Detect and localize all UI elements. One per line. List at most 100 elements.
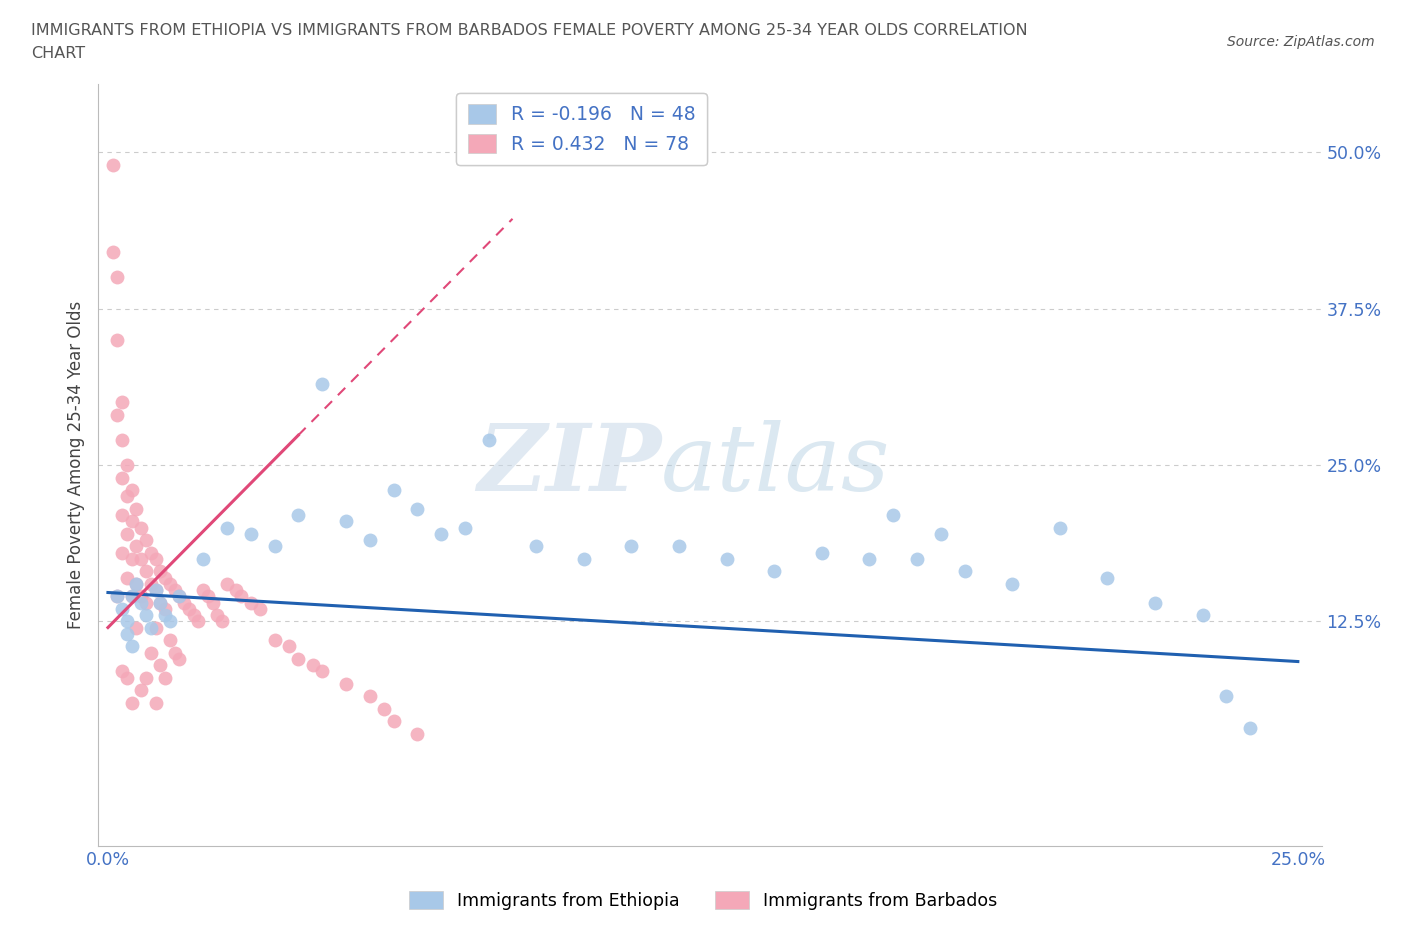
Point [231, 589, 253, 604]
Text: atlas: atlas [661, 420, 890, 510]
Point [187, 614, 209, 629]
Point [335, 513, 357, 528]
Point [177, 602, 200, 617]
Point [129, 595, 152, 610]
Point [125, 620, 148, 635]
Point [301, 658, 323, 672]
Point [668, 538, 690, 553]
Point [135, 607, 157, 622]
Point [121, 695, 143, 710]
Point [145, 620, 167, 635]
Point [153, 671, 176, 685]
Point [153, 602, 176, 617]
Point [139, 545, 162, 560]
Point [145, 695, 167, 710]
Point [139, 645, 162, 660]
Point [111, 664, 134, 679]
Point [239, 595, 262, 610]
Point [107, 589, 129, 604]
Point [135, 595, 157, 610]
Point [121, 551, 143, 566]
Point [929, 526, 952, 541]
Point [153, 607, 176, 622]
Point [107, 589, 129, 604]
Text: ZIP: ZIP [477, 420, 661, 510]
Point [149, 595, 172, 610]
Point [249, 602, 271, 617]
Point [620, 538, 643, 553]
Point [115, 526, 138, 541]
Point [139, 620, 162, 635]
Point [159, 577, 181, 591]
Point [169, 651, 191, 666]
Point [145, 582, 167, 597]
Point [572, 551, 595, 566]
Point [287, 508, 309, 523]
Point [169, 589, 191, 604]
Point [763, 564, 786, 578]
Point [311, 377, 333, 392]
Point [129, 589, 152, 604]
Point [145, 582, 167, 597]
Point [111, 602, 134, 617]
Point [335, 676, 357, 691]
Point [111, 470, 134, 485]
Point [953, 564, 976, 578]
Point [359, 689, 381, 704]
Point [111, 508, 134, 523]
Point [858, 551, 880, 566]
Point [145, 551, 167, 566]
Point [129, 520, 152, 535]
Point [153, 570, 176, 585]
Point [159, 614, 181, 629]
Point [121, 589, 143, 604]
Point [1239, 720, 1261, 735]
Point [263, 538, 285, 553]
Point [125, 577, 148, 591]
Point [125, 501, 148, 516]
Point [225, 582, 247, 597]
Point [716, 551, 738, 566]
Point [183, 607, 205, 622]
Point [101, 245, 124, 259]
Point [359, 533, 381, 548]
Point [905, 551, 928, 566]
Point [382, 483, 405, 498]
Point [173, 595, 195, 610]
Point [1001, 577, 1024, 591]
Point [139, 577, 162, 591]
Point [115, 671, 138, 685]
Point [454, 520, 477, 535]
Point [129, 551, 152, 566]
Point [111, 545, 134, 560]
Point [149, 658, 172, 672]
Point [382, 714, 405, 729]
Point [1215, 689, 1237, 704]
Point [373, 701, 395, 716]
Point [277, 639, 299, 654]
Point [191, 551, 214, 566]
Point [524, 538, 547, 553]
Point [1191, 607, 1213, 622]
Point [201, 595, 224, 610]
Point [107, 407, 129, 422]
Point [1144, 595, 1167, 610]
Point [169, 589, 191, 604]
Point [121, 513, 143, 528]
Point [135, 564, 157, 578]
Y-axis label: Female Poverty Among 25-34 Year Olds: Female Poverty Among 25-34 Year Olds [66, 301, 84, 629]
Point [121, 639, 143, 654]
Point [163, 582, 186, 597]
Point [115, 614, 138, 629]
Point [125, 538, 148, 553]
Point [115, 626, 138, 641]
Point [121, 483, 143, 498]
Point [107, 333, 129, 348]
Point [159, 632, 181, 647]
Point [121, 589, 143, 604]
Text: IMMIGRANTS FROM ETHIOPIA VS IMMIGRANTS FROM BARBADOS FEMALE POVERTY AMONG 25-34 : IMMIGRANTS FROM ETHIOPIA VS IMMIGRANTS F… [31, 23, 1028, 38]
Point [406, 501, 429, 516]
Point [211, 614, 233, 629]
Point [239, 526, 262, 541]
Point [197, 589, 219, 604]
